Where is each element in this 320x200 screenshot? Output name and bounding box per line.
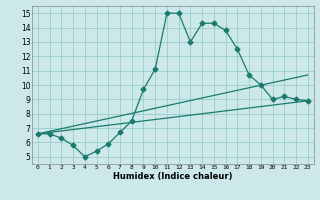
X-axis label: Humidex (Indice chaleur): Humidex (Indice chaleur): [113, 172, 233, 181]
